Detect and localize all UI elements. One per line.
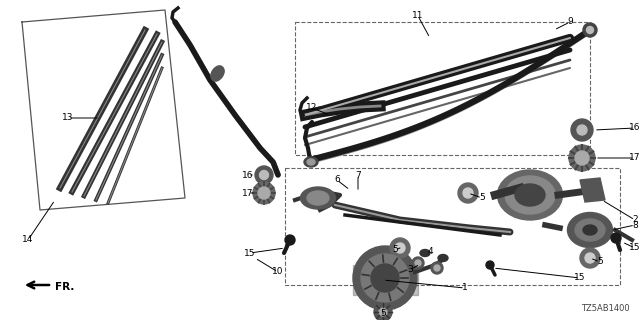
Circle shape xyxy=(434,265,440,271)
Circle shape xyxy=(583,23,597,37)
Ellipse shape xyxy=(505,176,555,214)
Text: 17: 17 xyxy=(629,154,640,163)
Circle shape xyxy=(577,125,587,135)
Circle shape xyxy=(255,166,273,184)
Ellipse shape xyxy=(568,212,612,247)
Circle shape xyxy=(412,257,424,269)
Text: 7: 7 xyxy=(355,171,361,180)
Circle shape xyxy=(458,183,478,203)
Text: 16: 16 xyxy=(629,124,640,132)
Text: 5: 5 xyxy=(597,258,603,267)
Circle shape xyxy=(371,264,399,292)
Text: 2: 2 xyxy=(632,215,638,225)
Circle shape xyxy=(415,260,421,266)
Ellipse shape xyxy=(420,250,430,257)
Text: 9: 9 xyxy=(567,18,573,27)
Text: 8: 8 xyxy=(632,220,638,229)
Ellipse shape xyxy=(307,191,329,205)
Circle shape xyxy=(253,182,275,204)
Text: 11: 11 xyxy=(412,12,424,20)
Text: 15: 15 xyxy=(244,249,256,258)
Text: 17: 17 xyxy=(243,188,253,197)
Text: 16: 16 xyxy=(243,171,253,180)
Text: 6: 6 xyxy=(334,175,340,185)
Circle shape xyxy=(611,233,621,243)
Text: FR.: FR. xyxy=(55,282,74,292)
Ellipse shape xyxy=(575,219,605,241)
Circle shape xyxy=(374,303,392,320)
Ellipse shape xyxy=(304,157,318,167)
Circle shape xyxy=(361,254,409,302)
Polygon shape xyxy=(353,265,418,295)
Text: 10: 10 xyxy=(272,268,284,276)
Text: TZ5AB1400: TZ5AB1400 xyxy=(581,304,630,313)
Text: 5: 5 xyxy=(380,309,386,318)
Text: 1: 1 xyxy=(462,284,468,292)
Text: 15: 15 xyxy=(629,244,640,252)
Circle shape xyxy=(431,262,443,274)
Circle shape xyxy=(379,308,387,316)
Circle shape xyxy=(486,261,494,269)
Ellipse shape xyxy=(301,187,335,209)
Circle shape xyxy=(585,253,595,263)
Polygon shape xyxy=(580,178,605,202)
Text: 15: 15 xyxy=(574,274,586,283)
Circle shape xyxy=(390,238,410,258)
Text: 5: 5 xyxy=(392,245,398,254)
Circle shape xyxy=(258,187,270,199)
Ellipse shape xyxy=(307,159,315,165)
Ellipse shape xyxy=(438,254,448,261)
Ellipse shape xyxy=(212,67,224,81)
Circle shape xyxy=(571,119,593,141)
Circle shape xyxy=(463,188,473,198)
Text: 5: 5 xyxy=(479,194,485,203)
Text: 3: 3 xyxy=(407,266,413,275)
Text: 12: 12 xyxy=(307,103,317,113)
Circle shape xyxy=(259,171,269,180)
Ellipse shape xyxy=(211,66,223,80)
Text: 13: 13 xyxy=(62,114,74,123)
Ellipse shape xyxy=(583,225,597,235)
Ellipse shape xyxy=(497,170,563,220)
Text: 4: 4 xyxy=(427,247,433,257)
Circle shape xyxy=(285,235,295,245)
Circle shape xyxy=(580,248,600,268)
Circle shape xyxy=(353,246,417,310)
Text: 14: 14 xyxy=(22,236,34,244)
Circle shape xyxy=(569,145,595,171)
Circle shape xyxy=(575,151,589,165)
Ellipse shape xyxy=(515,184,545,206)
Circle shape xyxy=(395,243,405,253)
Circle shape xyxy=(586,27,593,34)
